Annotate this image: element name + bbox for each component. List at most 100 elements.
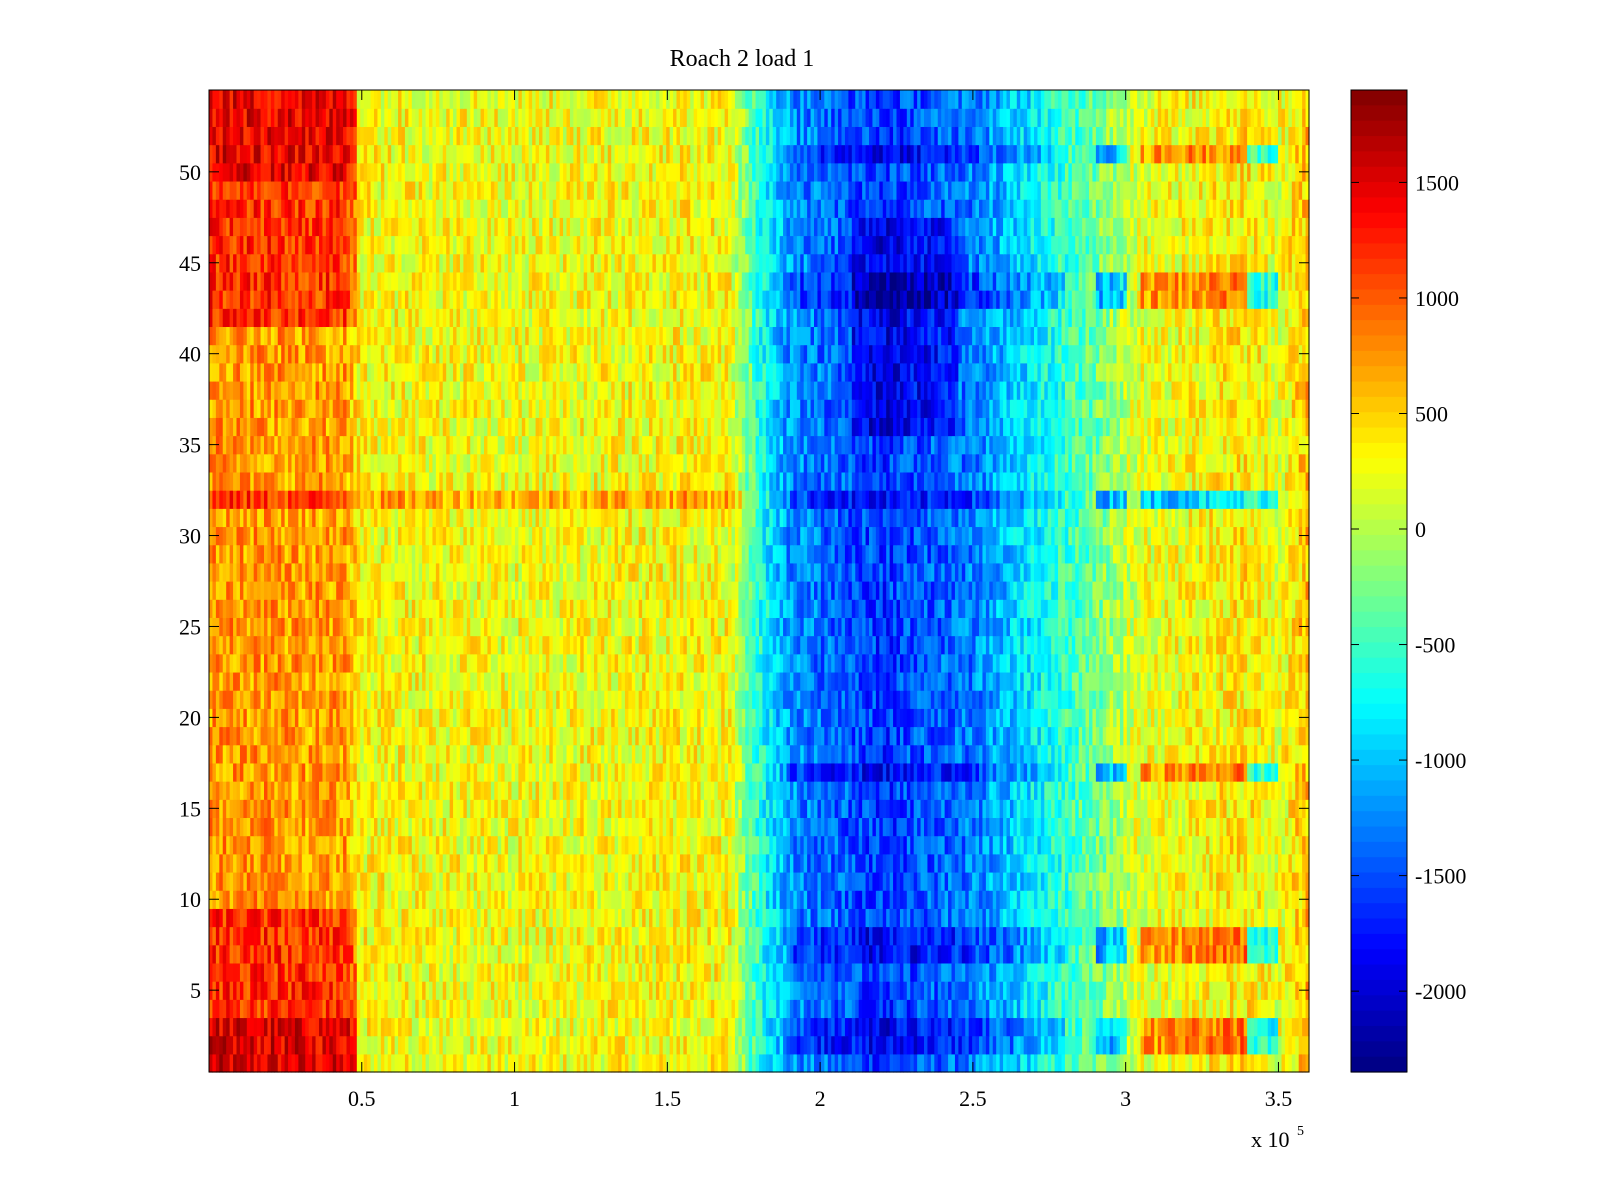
- heatmap-cell: [1130, 927, 1134, 946]
- heatmap-cell: [872, 872, 876, 891]
- heatmap-cell: [567, 1036, 571, 1055]
- heatmap-cell: [1017, 1017, 1021, 1036]
- heatmap-cell: [443, 927, 447, 946]
- heatmap-cell: [364, 799, 368, 818]
- heatmap-cell: [515, 890, 519, 909]
- heatmap-cell: [855, 836, 859, 855]
- heatmap-cell: [563, 908, 567, 927]
- heatmap-cell: [694, 872, 698, 891]
- heatmap-cell: [329, 1017, 333, 1036]
- heatmap-cell: [484, 817, 488, 836]
- heatmap-cell: [305, 854, 309, 873]
- heatmap-cell: [405, 1036, 409, 1055]
- heatmap-cell: [1199, 963, 1203, 982]
- heatmap-cell: [1120, 836, 1124, 855]
- heatmap-cell: [278, 963, 282, 982]
- heatmap-cell: [1037, 1017, 1041, 1036]
- heatmap-cell: [938, 1017, 942, 1036]
- heatmap-cell: [659, 836, 663, 855]
- heatmap-cell: [759, 1017, 763, 1036]
- heatmap-cell: [714, 927, 718, 946]
- heatmap-cell: [494, 872, 498, 891]
- heatmap-cell: [883, 817, 887, 836]
- heatmap-cell: [233, 854, 237, 873]
- heatmap-cell: [639, 981, 643, 1000]
- heatmap-cell: [1299, 1017, 1303, 1036]
- heatmap-cell: [1147, 963, 1151, 982]
- heatmap-cell: [577, 1054, 581, 1073]
- heatmap-cell: [443, 1054, 447, 1073]
- heatmap-cell: [718, 999, 722, 1018]
- heatmap-cell: [316, 981, 320, 1000]
- heatmap-cell: [608, 945, 612, 964]
- heatmap-cell: [934, 927, 938, 946]
- heatmap-cell: [996, 945, 1000, 964]
- heatmap-cell: [1044, 799, 1048, 818]
- heatmap-cell: [1103, 872, 1107, 891]
- heatmap-cell: [663, 872, 667, 891]
- heatmap-cell: [1295, 854, 1299, 873]
- heatmap-cell: [309, 890, 313, 909]
- heatmap-cell: [1213, 799, 1217, 818]
- heatmap-cell: [250, 927, 254, 946]
- heatmap-cell: [1227, 1036, 1231, 1055]
- heatmap-cell: [673, 890, 677, 909]
- heatmap-cell: [1209, 890, 1213, 909]
- heatmap-cell: [288, 817, 292, 836]
- heatmap-cell: [1117, 999, 1121, 1018]
- heatmap-cell: [1079, 1054, 1083, 1073]
- heatmap-cell: [1120, 817, 1124, 836]
- heatmap-cell: [1251, 817, 1255, 836]
- heatmap-cell: [900, 799, 904, 818]
- heatmap-cell: [1044, 999, 1048, 1018]
- heatmap-cell: [484, 836, 488, 855]
- heatmap-cell: [309, 1017, 313, 1036]
- heatmap-cell: [274, 781, 278, 800]
- heatmap-cell: [1285, 1017, 1289, 1036]
- heatmap-cell: [305, 981, 309, 1000]
- heatmap-cell: [1154, 1017, 1158, 1036]
- heatmap-cell: [855, 799, 859, 818]
- heatmap-cell: [869, 872, 873, 891]
- heatmap-cell: [649, 854, 653, 873]
- heatmap-cell: [1065, 1036, 1069, 1055]
- heatmap-cell: [1037, 817, 1041, 836]
- heatmap-cell: [1278, 963, 1282, 982]
- heatmap-cell: [900, 981, 904, 1000]
- heatmap-cell: [900, 963, 904, 982]
- heatmap-cell: [415, 799, 419, 818]
- heatmap-cell: [1147, 1036, 1151, 1055]
- heatmap-cell: [663, 963, 667, 982]
- heatmap-cell: [948, 854, 952, 873]
- heatmap-cell: [982, 836, 986, 855]
- heatmap-cell: [357, 963, 361, 982]
- heatmap-cell: [790, 927, 794, 946]
- heatmap-cell: [1254, 1017, 1258, 1036]
- heatmap-cell: [556, 817, 560, 836]
- heatmap-cell: [1034, 836, 1038, 855]
- heatmap-cell: [508, 1054, 512, 1073]
- heatmap-cell: [357, 945, 361, 964]
- heatmap-cell: [525, 854, 529, 873]
- heatmap-cell: [687, 927, 691, 946]
- heatmap-cell: [254, 945, 258, 964]
- heatmap-cell: [941, 908, 945, 927]
- heatmap-cell: [859, 981, 863, 1000]
- heatmap-cell: [1185, 908, 1189, 927]
- heatmap-cell: [965, 927, 969, 946]
- heatmap-cell: [773, 945, 777, 964]
- heatmap-cell: [594, 872, 598, 891]
- heatmap-cell: [498, 1054, 502, 1073]
- heatmap-cell: [618, 817, 622, 836]
- heatmap-cell: [419, 890, 423, 909]
- heatmap-cell: [749, 1036, 753, 1055]
- heatmap-cell: [1175, 927, 1179, 946]
- heatmap-cell: [718, 836, 722, 855]
- heatmap-cell: [1202, 908, 1206, 927]
- heatmap-cell: [1072, 1017, 1076, 1036]
- heatmap-cell: [869, 799, 873, 818]
- heatmap-cell: [347, 890, 351, 909]
- heatmap-cell: [264, 927, 268, 946]
- heatmap-cell: [1075, 1036, 1079, 1055]
- heatmap-cell: [732, 890, 736, 909]
